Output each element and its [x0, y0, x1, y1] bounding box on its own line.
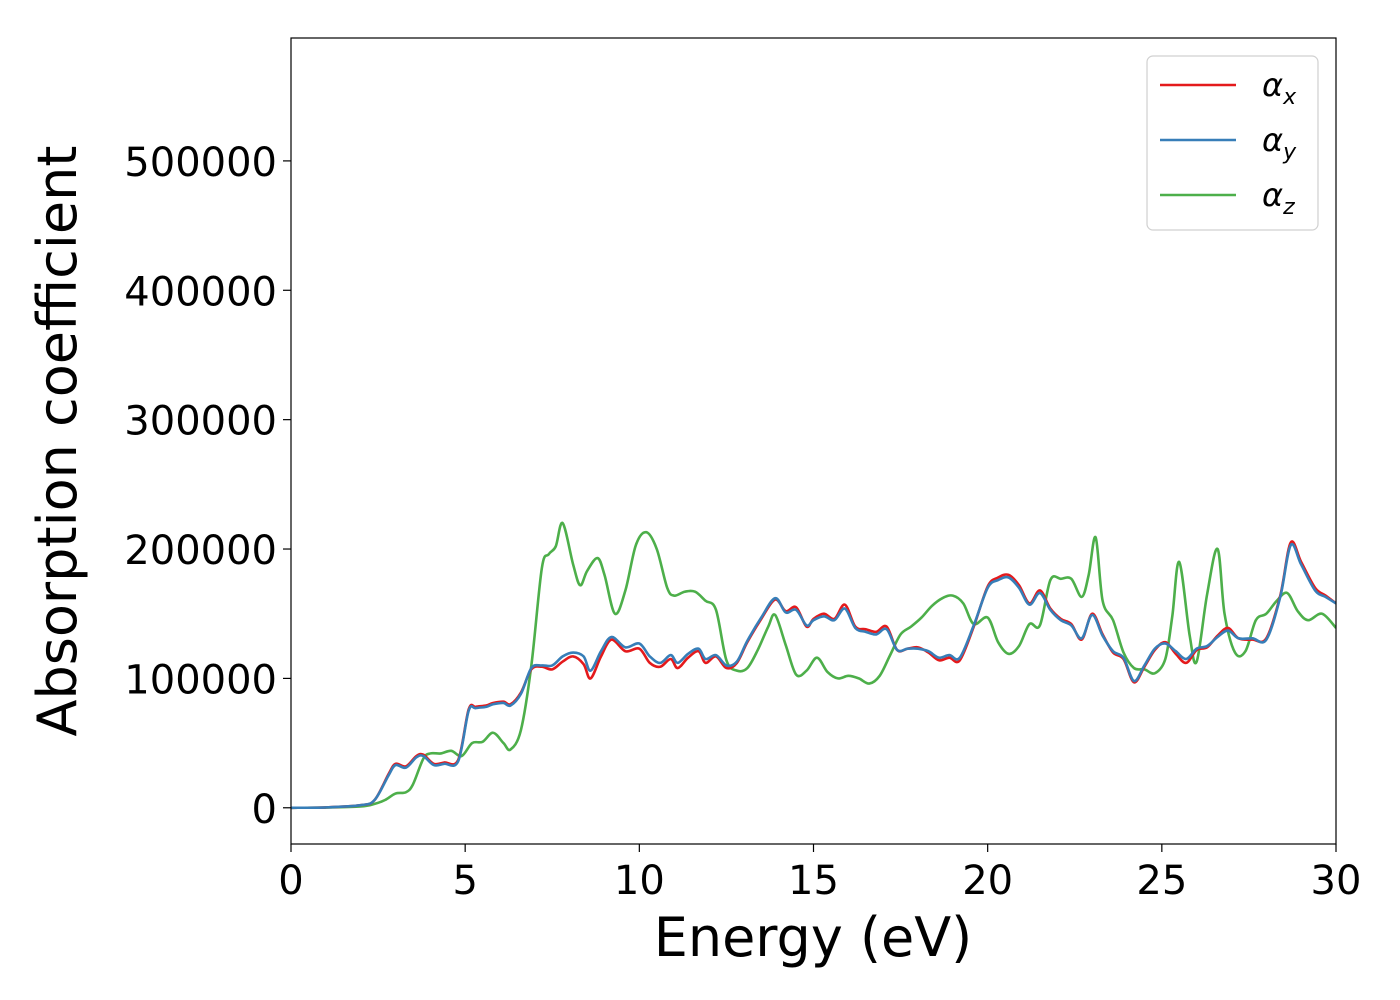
x-tick-label: 15	[788, 858, 839, 904]
series-line-alpha-x	[291, 540, 1336, 810]
x-tick-label: 25	[1136, 858, 1187, 904]
y-axis: 0 100000 200000 300000 400000 500000	[124, 140, 291, 833]
y-axis-label: Absorption coefficient	[26, 146, 89, 737]
y-tick-label: 400000	[124, 269, 277, 315]
y-tick-label: 0	[252, 787, 277, 833]
x-tick-label: 5	[452, 858, 477, 904]
x-tick-label: 30	[1311, 858, 1362, 904]
x-tick-label: 20	[962, 858, 1013, 904]
y-tick-label: 300000	[124, 399, 277, 445]
y-tick-label: 500000	[124, 140, 277, 186]
x-axis-label: Energy (eV)	[654, 906, 973, 969]
x-tick-label: 0	[278, 858, 303, 904]
y-tick-label: 200000	[124, 528, 277, 574]
x-axis: 0 5 10 15 20 25 30	[278, 844, 1361, 904]
y-tick-label: 100000	[124, 657, 277, 703]
series-line-alpha-z	[291, 521, 1336, 810]
series-layer	[291, 521, 1336, 810]
series-line-alpha-y	[291, 542, 1336, 810]
x-tick-label: 10	[614, 858, 665, 904]
legend-box	[1146, 55, 1319, 231]
